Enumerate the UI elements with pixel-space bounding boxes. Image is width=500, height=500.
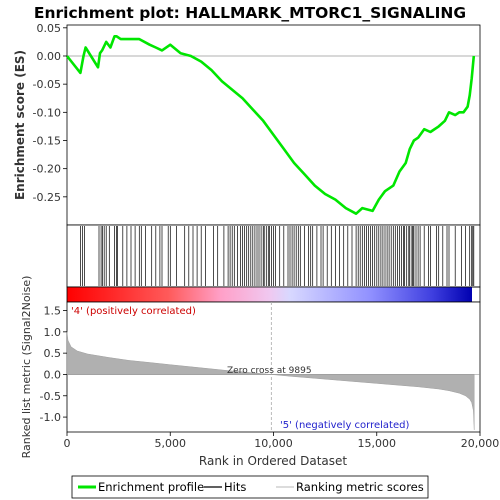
zero-cross-label: Zero cross at 9895 xyxy=(227,366,312,376)
rank-ytick-label: 1.0 xyxy=(44,326,62,339)
es-ylabel: Enrichment score (ES) xyxy=(13,50,27,200)
rank-ylabel: Ranked list metric (Signal2Noise) xyxy=(20,276,33,459)
es-ytick-label: -0.10 xyxy=(33,106,61,119)
chart-title: Enrichment plot: HALLMARK_MTORC1_SIGNALI… xyxy=(34,4,466,22)
es-ytick-label: 0.05 xyxy=(37,22,62,35)
es-plot-area xyxy=(65,34,480,215)
rank-ytick-label: -1.0 xyxy=(40,411,61,424)
enrichment-profile-line xyxy=(65,34,476,215)
rank-colorbar xyxy=(67,287,472,302)
es-ytick-label: -0.15 xyxy=(33,134,61,147)
axes: 0.050.00-0.05-0.10-0.15-0.20-0.251.51.00… xyxy=(33,22,500,450)
es-ytick-label: -0.25 xyxy=(33,191,61,204)
es-ytick-label: 0.00 xyxy=(37,50,62,63)
rank-xtick-label: 15,000 xyxy=(358,437,397,450)
legend-ranking-label: Ranking metric scores xyxy=(296,480,424,494)
rank-ytick-label: 1.5 xyxy=(44,305,62,318)
rank-ytick-label: -0.5 xyxy=(40,390,61,403)
hits-plot-area xyxy=(80,226,475,286)
rank-xtick-label: 20,000 xyxy=(461,437,500,450)
legend-hits-label: Hits xyxy=(224,480,246,494)
es-ytick-label: -0.20 xyxy=(33,163,61,176)
rank-xtick-label: 0 xyxy=(64,437,71,450)
negative-correlation-label: '5' (negatively correlated) xyxy=(280,420,409,431)
rank-xtick-label: 10,000 xyxy=(254,437,293,450)
positive-correlation-label: '4' (positively correlated) xyxy=(71,306,196,317)
es-ytick-label: -0.05 xyxy=(33,78,61,91)
ranked-plot-area xyxy=(66,302,480,432)
rank-xtick-label: 5,000 xyxy=(155,437,187,450)
legend-enrichment-label: Enrichment profile xyxy=(98,480,204,494)
rank-ytick-label: 0.5 xyxy=(44,347,62,360)
es-panel-frame xyxy=(66,24,481,226)
rank-ytick-label: 0.0 xyxy=(44,368,62,381)
legend-box xyxy=(71,475,429,499)
rank-xlabel: Rank in Ordered Dataset xyxy=(199,454,347,468)
ranking-metric-area xyxy=(66,331,475,430)
